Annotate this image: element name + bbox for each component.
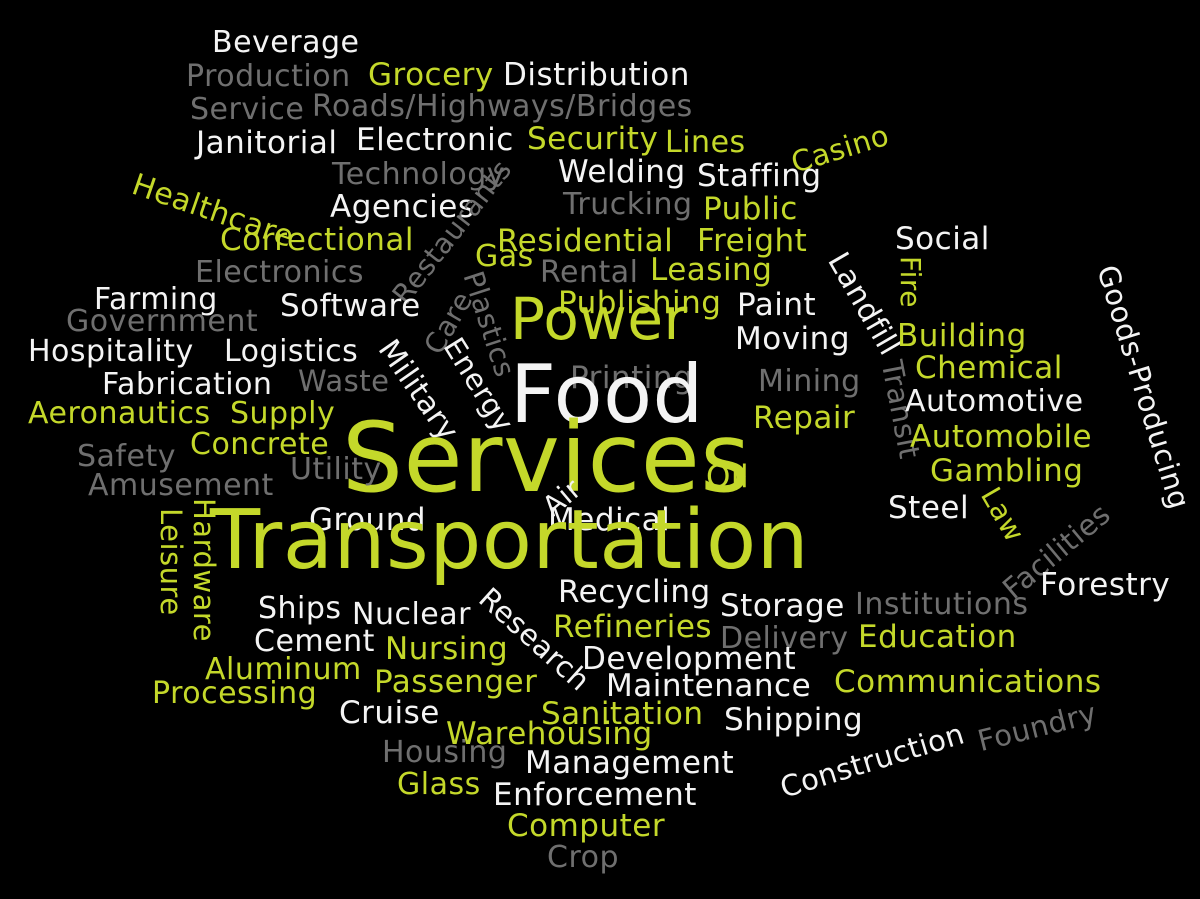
word-management: Management (525, 745, 735, 781)
word-welding: Welding (558, 154, 686, 190)
word-food: Food (510, 348, 704, 441)
word-enforcement: Enforcement (493, 777, 697, 813)
word-recycling: Recycling (558, 574, 711, 610)
word-electronic: Electronic (356, 122, 514, 158)
word-moving: Moving (735, 321, 850, 357)
word-janitorial: Janitorial (196, 125, 338, 161)
word-public: Public (703, 191, 798, 227)
word-medical: Medical (548, 502, 671, 538)
word-aeronautics: Aeronautics (28, 396, 211, 431)
word-publishing: Publishing (558, 285, 722, 321)
word-institutions: Institutions (855, 587, 1029, 622)
word-trucking: Trucking (563, 187, 693, 222)
word-distribution: Distribution (503, 57, 690, 93)
word-nuclear: Nuclear (352, 597, 471, 632)
word-farming: Farming (94, 282, 218, 317)
word-agencies: Agencies (330, 189, 475, 225)
word-staffing: Staffing (697, 158, 822, 194)
word-power: Power (510, 285, 688, 353)
word-delivery: Delivery (720, 621, 849, 656)
word-paint: Paint (737, 287, 817, 323)
word-transportation: Transportation (210, 493, 810, 588)
word-roads-highways-bridges: Roads/Highways/Bridges (312, 89, 693, 124)
word-lines: Lines (665, 125, 746, 160)
word-services: Services (342, 402, 751, 514)
word-gambling: Gambling (930, 453, 1084, 489)
word-crop: Crop (547, 840, 620, 875)
word-building: Building (897, 318, 1027, 354)
word-shipping: Shipping (724, 702, 864, 738)
word-utility: Utility (290, 452, 382, 487)
word-production: Production (186, 59, 351, 94)
word-government: Government (66, 304, 259, 339)
word-cruise: Cruise (339, 695, 440, 731)
word-development: Development (582, 641, 797, 677)
word-fabrication: Fabrication (102, 367, 273, 402)
word-supply: Supply (230, 396, 336, 431)
word-glass: Glass (397, 767, 481, 802)
word-leisure: Leisure (154, 508, 188, 616)
word-service: Service (190, 92, 305, 127)
word-computer: Computer (507, 808, 666, 844)
word-warehousing: Warehousing (446, 716, 653, 752)
word-printing: Printing (570, 360, 694, 396)
word-leasing: Leasing (650, 252, 773, 288)
word-rental: Rental (540, 255, 639, 290)
word-communications: Communications (834, 664, 1102, 700)
word-passenger: Passenger (374, 664, 538, 700)
word-fire: Fire (894, 256, 927, 308)
word-nursing: Nursing (385, 631, 509, 667)
word-mining: Mining (758, 364, 861, 399)
word-social: Social (895, 221, 990, 257)
word-maintenance: Maintenance (606, 668, 812, 704)
word-steel: Steel (888, 490, 970, 526)
word-software: Software (280, 288, 421, 324)
word-correctional: Correctional (220, 222, 414, 258)
word-processing: Processing (152, 676, 318, 711)
word-safety: Safety (77, 439, 176, 474)
word-education: Education (858, 619, 1017, 655)
word-automotive: Automotive (905, 384, 1084, 419)
word-chemical: Chemical (915, 350, 1063, 386)
word-hospitality: Hospitality (28, 334, 194, 369)
word-storage: Storage (720, 588, 845, 624)
word-concrete: Concrete (190, 427, 330, 462)
word-grocery: Grocery (368, 57, 494, 93)
word-automobile: Automobile (910, 419, 1093, 455)
word-logistics: Logistics (224, 334, 359, 369)
word-electronics: Electronics (195, 255, 365, 290)
word-foundry: Foundry (974, 695, 1101, 759)
word-security: Security (527, 121, 659, 157)
word-ground: Ground (309, 502, 427, 538)
word-oil: Oil (706, 459, 750, 495)
word-aluminum: Aluminum (205, 652, 362, 687)
word-ships: Ships (258, 591, 342, 626)
word-gas: Gas (475, 239, 534, 274)
word-beverage: Beverage (212, 25, 360, 60)
word-sanitation: Sanitation (541, 696, 704, 732)
word-freight: Freight (697, 223, 808, 259)
word-cement: Cement (254, 624, 375, 659)
word-repair: Repair (753, 400, 856, 436)
word-law: Law (974, 481, 1032, 548)
word-amusement: Amusement (88, 468, 274, 503)
word-housing: Housing (382, 735, 508, 770)
word-goods-producing: Goods-Producing (1090, 261, 1197, 514)
word-residential: Residential (497, 223, 674, 259)
word-technology: Technology (332, 157, 506, 192)
word-waste: Waste (298, 364, 390, 398)
word-refineries: Refineries (553, 609, 713, 645)
word-forestry: Forestry (1040, 567, 1171, 603)
